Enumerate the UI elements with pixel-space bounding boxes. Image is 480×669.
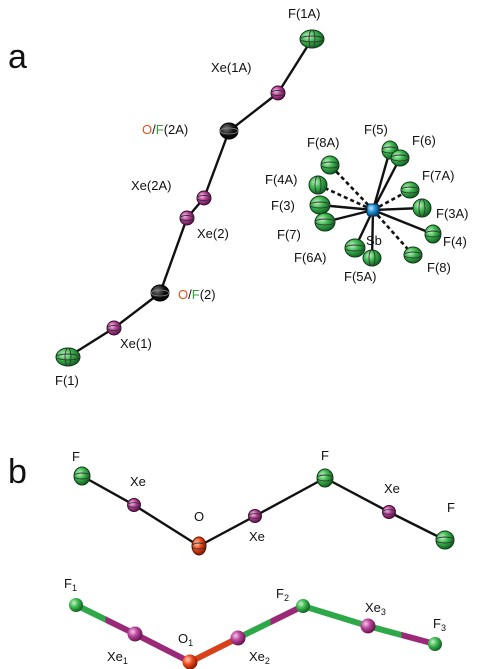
atom-F8A: [320, 155, 340, 175]
bond-Sb-F4A: [317, 183, 374, 212]
atom-b-Xe-left: [127, 498, 141, 512]
atom-Xe2: [179, 210, 195, 226]
label-b-top-F-left: F: [72, 449, 80, 464]
bond-Sb-F4: [372, 208, 434, 236]
label-F5: F(5): [364, 122, 388, 137]
bond-Sb-F5: [371, 149, 392, 211]
panel-b-label: b: [8, 453, 27, 491]
bond-F1A-Xe1A: [276, 38, 314, 94]
label-b-top-O: O: [194, 509, 204, 524]
label-b-Xe2: Xe2: [249, 649, 270, 666]
label-b-F1: F1: [64, 576, 77, 593]
bond-Xe2-OF2: [158, 217, 189, 294]
panel-a-sbf6-anion: [308, 140, 442, 267]
bond-b-F-Xe-left: [81, 474, 135, 507]
label-Sb: Sb: [366, 233, 382, 248]
stick-O1-Xe2: [187, 635, 241, 665]
bond-OF2A-Xe2A: [202, 130, 231, 199]
atom-F1A: [299, 29, 325, 49]
bond-Sb-F8A: [329, 164, 374, 211]
label-F8: F(8): [427, 260, 451, 275]
label-F6A: F(6A): [294, 250, 327, 265]
atom-F5A: [362, 249, 382, 267]
bond-b-Xe-O-left: [133, 503, 200, 548]
ball-Xe2: [230, 630, 246, 646]
bond-Sb-F6: [371, 157, 402, 211]
label-OF2A: O/F(2A): [142, 122, 188, 137]
stick-F1-Xe1: [73, 602, 138, 637]
ball-F3: [428, 637, 442, 651]
atom-F6: [390, 149, 410, 167]
atom-Sb: [366, 203, 380, 217]
label-F1: F(1): [55, 373, 79, 388]
atom-F8: [403, 246, 423, 264]
panel-b-ellipsoid-model: [73, 466, 455, 556]
label-b-Xe1: Xe1: [107, 649, 128, 666]
label-F4A: F(4A): [265, 172, 298, 187]
label-F8A: F(8A): [307, 135, 340, 150]
label-b-O1: O1: [178, 631, 193, 648]
bond-b-F-Xe-right: [324, 476, 390, 514]
atom-b-Xe-mid: [248, 509, 262, 523]
atom-b-F-mid: [316, 468, 334, 488]
label-F1A: F(1A): [288, 6, 321, 21]
atom-F1: [55, 347, 81, 367]
bond-b-Xe-F-right: [388, 510, 446, 542]
atom-b-O: [191, 536, 207, 556]
atom-b-F-right: [435, 530, 455, 550]
bond-Sb-F8: [372, 209, 414, 256]
label-b-top-Xe-right: Xe: [384, 481, 400, 496]
label-F7A: F(7A): [422, 168, 455, 183]
label-F6: F(6): [412, 133, 436, 148]
label-Xe2: Xe(2): [197, 226, 229, 241]
atom-F7A: [400, 181, 420, 199]
panel-a-cation-chain: [55, 29, 325, 367]
bond-b-Xe-F-mid: [254, 476, 326, 518]
bond-b-O-Xe-mid: [198, 514, 256, 548]
stick-F2-Xe3: [300, 603, 371, 629]
label-b-Xe3: Xe3: [365, 600, 386, 617]
ball-F2: [296, 599, 310, 613]
atom-Xe1: [106, 320, 122, 336]
ball-F1: [69, 598, 83, 612]
label-F4: F(4): [443, 234, 467, 249]
label-Xe1A: Xe(1A): [211, 60, 251, 75]
ball-O1: [182, 654, 198, 669]
label-b-top-F-right: F: [447, 500, 455, 515]
label-b-top-Xe-mid: Xe: [249, 529, 265, 544]
ball-Xe1: [127, 626, 143, 642]
label-Xe2A: Xe(2A): [131, 178, 171, 193]
atom-Xe2A: [196, 190, 212, 206]
atom-F3: [309, 195, 331, 215]
label-F3A: F(3A): [436, 206, 469, 221]
label-b-top-Xe-left: Xe: [130, 474, 146, 489]
stick-Xe1-O1: [132, 631, 193, 665]
atom-Xe1A: [270, 85, 286, 101]
label-F3: F(3): [271, 198, 295, 213]
atom-F3A: [412, 198, 432, 218]
atom-b-Xe-right: [382, 505, 396, 519]
label-OF2: O/F(2): [178, 287, 216, 302]
atom-F6A: [344, 238, 366, 258]
label-Xe1: Xe(1): [120, 336, 152, 351]
panel-a-label: a: [8, 38, 27, 76]
atom-b-F-left: [73, 466, 91, 486]
label-b-F2: F2: [276, 586, 289, 603]
ball-Xe3: [360, 618, 376, 634]
label-b-F3: F3: [433, 616, 446, 633]
atom-OF2: [150, 284, 170, 302]
panel-b-ball-stick-model: [69, 598, 442, 669]
atom-F4A: [308, 175, 328, 195]
atom-F4: [424, 224, 442, 244]
stick-Xe2-F2: [235, 603, 306, 641]
label-b-top-F-mid: F: [321, 448, 329, 463]
atom-OF2A: [219, 122, 239, 140]
label-F7: F(7): [277, 227, 301, 242]
stick-Xe3-F3: [365, 623, 438, 647]
atom-F7: [314, 212, 336, 232]
bond-Xe1A-OF2A: [228, 92, 279, 132]
bond-OF2-Xe1: [113, 292, 161, 329]
label-F5A: F(5A): [344, 269, 377, 284]
